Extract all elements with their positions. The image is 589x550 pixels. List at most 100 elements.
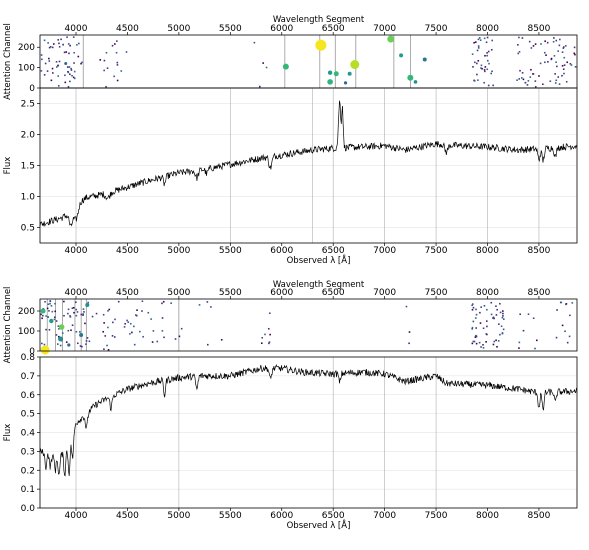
attention-dot (58, 336, 64, 342)
attention-point (532, 73, 534, 75)
top-tick-label: 6500 (322, 24, 345, 34)
spectrum-ytick-label: 1.5 (21, 162, 35, 172)
attention-point (491, 70, 493, 73)
attention-dot (387, 35, 395, 43)
attention-point (67, 329, 70, 332)
attention-point (405, 305, 408, 308)
attention-point (486, 59, 489, 62)
attention-point (492, 343, 495, 346)
attention-point (161, 302, 163, 305)
top-tick-label: 6000 (270, 288, 293, 298)
attention-point (473, 80, 476, 82)
attention-point (57, 335, 60, 338)
attention-point (86, 337, 89, 339)
spectrum-ytick-label: 0.0 (21, 504, 36, 514)
spectrum-xtick-label: 6000 (270, 511, 293, 521)
attention-point (518, 50, 521, 53)
attention-point (40, 313, 42, 316)
attention-point (107, 326, 109, 329)
attention-point (566, 61, 569, 64)
attention-point (50, 79, 53, 82)
attention-point (64, 74, 66, 77)
attention-point (517, 44, 519, 46)
attention-point (529, 76, 532, 78)
attention-point (499, 302, 501, 305)
attention-point (553, 37, 555, 39)
attention-point (492, 316, 495, 319)
attention-point (485, 340, 487, 343)
attention-point (56, 343, 59, 345)
attention-point (482, 327, 485, 330)
attention-point (72, 36, 75, 38)
attention-point (536, 339, 538, 342)
attention-point (69, 73, 71, 76)
attention-point (501, 332, 504, 335)
attention-point (73, 70, 76, 73)
attention-point (539, 62, 542, 65)
attention-point (562, 47, 565, 49)
attention-point (69, 315, 71, 317)
attention-point (538, 75, 540, 77)
attention-point (116, 79, 119, 82)
attention-point (69, 44, 71, 47)
attention-point (493, 317, 495, 320)
attention-point (471, 342, 474, 345)
attention-dot (282, 63, 289, 70)
attention-point (477, 79, 479, 81)
attention-point (57, 325, 60, 327)
attention-point (103, 322, 105, 324)
top-tick-label: 8000 (476, 288, 499, 298)
attention-point (48, 310, 50, 312)
attention-point (85, 343, 87, 345)
attention-point (87, 301, 89, 304)
attention-point (544, 40, 546, 43)
attention-point (147, 311, 150, 314)
attention-point (501, 316, 504, 319)
attention-point (198, 304, 201, 306)
attention-point (471, 326, 474, 329)
attention-point (48, 328, 51, 331)
attention-point (41, 58, 43, 61)
attention-point (206, 343, 209, 346)
attention-point (80, 62, 82, 65)
attention-point (527, 80, 530, 82)
attention-point (66, 66, 69, 68)
attention-background (40, 299, 577, 351)
attention-point (495, 314, 498, 316)
attention-point (85, 340, 88, 342)
attention-point (54, 302, 56, 305)
attention-point (549, 80, 552, 83)
attention-dot (422, 57, 427, 62)
attention-point (123, 326, 126, 328)
attention-point (562, 68, 565, 71)
attention-point (75, 301, 77, 304)
attention-point (69, 80, 71, 83)
attention-point (475, 327, 478, 329)
attention-point (267, 327, 270, 330)
chart-bottom: 0 100 200 4000 4500 5000 5500 6000 6500 7000 7500 8… (3, 280, 578, 531)
attention-point (485, 320, 488, 322)
top-tick-label: 8500 (527, 24, 550, 34)
attention-point (521, 72, 524, 74)
attention-point (556, 65, 558, 68)
attention-point (483, 305, 486, 307)
attention-ytick-label: 100 (18, 64, 35, 74)
attention-point (408, 331, 411, 333)
attention-point (95, 312, 98, 315)
top-tick-label: 5500 (219, 24, 242, 34)
attention-point (480, 306, 483, 308)
attention-point (59, 344, 62, 347)
attention-point (40, 54, 43, 56)
attention-point (500, 325, 503, 328)
attention-dot (64, 62, 68, 66)
attention-point (105, 85, 107, 88)
top-tick-label: 5500 (219, 288, 242, 298)
attention-point (488, 62, 490, 65)
attention-point (45, 315, 47, 317)
attention-point (111, 44, 114, 47)
spectrum-ytick-label: 2.5 (21, 100, 35, 110)
attention-dot (49, 318, 54, 324)
spectrum-panel: 0.5 1.0 1.5 2.0 2.5 4000 4500 5000 5500 6000 6500 7… (3, 87, 578, 266)
attention-point (112, 321, 114, 324)
